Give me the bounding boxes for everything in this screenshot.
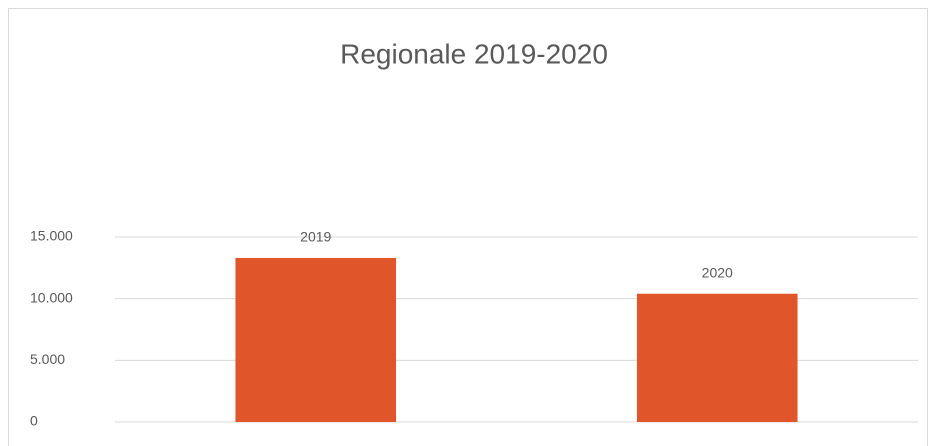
- chart-title: Regionale 2019-2020: [340, 38, 608, 69]
- y-tick-label: 15.000: [30, 228, 73, 244]
- y-tick-label: 10.000: [30, 289, 73, 305]
- bar-category-label: 2020: [702, 264, 733, 280]
- bar: [636, 293, 798, 422]
- bar-category-label: 2019: [300, 229, 331, 245]
- bar: [235, 257, 397, 422]
- y-tick-label: 0: [30, 413, 38, 429]
- y-tick-label: 5.000: [30, 351, 65, 367]
